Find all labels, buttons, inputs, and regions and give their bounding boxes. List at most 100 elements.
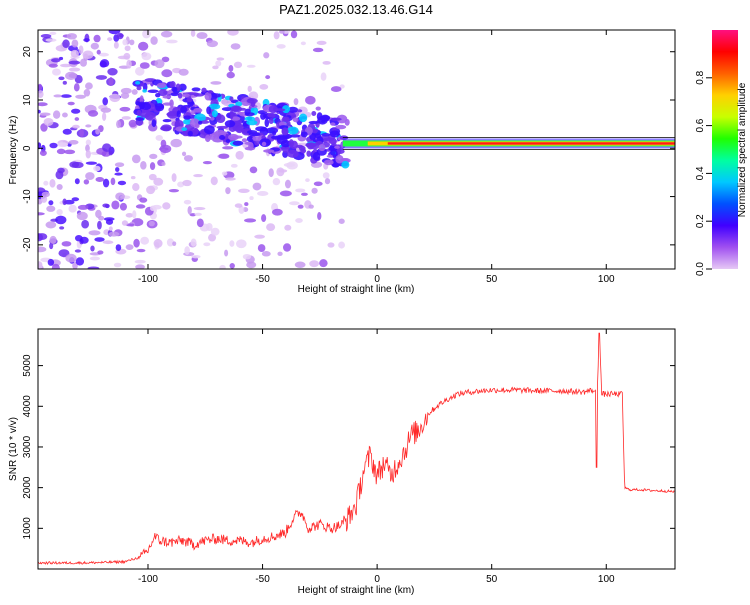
spectrogram-band-blob — [232, 140, 244, 146]
spectrogram-blob — [297, 204, 304, 209]
spectrogram-blob — [43, 118, 54, 126]
spectrogram-band-blob — [289, 134, 301, 138]
spectrogram-blob — [133, 238, 140, 248]
spectrogram-band-blob — [300, 148, 307, 154]
spectrogram-blob — [221, 171, 228, 176]
spectrogram-blob — [238, 205, 245, 214]
spectrogram-band-blob — [263, 149, 275, 153]
spectrogram-blob — [38, 102, 48, 107]
spectrogram-band-blob — [180, 105, 188, 114]
spectrogram-blob — [324, 178, 331, 185]
spectrogram-blob — [38, 261, 43, 269]
spectrogram-band-blob — [246, 98, 258, 104]
spectrogram-blob — [108, 150, 113, 156]
spectrogram-blob — [276, 167, 285, 177]
spectrogram-blob — [124, 45, 131, 52]
spectrogram-blob — [38, 83, 43, 91]
spectrogram-band-blob — [181, 93, 190, 98]
spectrogram-blob — [62, 112, 68, 118]
spectrogram-blob — [51, 263, 60, 269]
colorbar-ticks: 0.0 0.2 0.4 0.6 0.8 — [695, 70, 712, 276]
spectrogram-blob — [244, 202, 249, 206]
spectrogram-blob — [229, 240, 235, 247]
spectrogram-blob — [254, 234, 266, 239]
spectrogram-blob — [234, 203, 243, 208]
spectrogram-blob — [90, 245, 95, 252]
spectrogram-blob — [57, 167, 65, 174]
spectrogram-band-blob — [191, 87, 201, 92]
spectrogram-blob — [93, 34, 101, 43]
spectrogram-blob — [85, 139, 91, 146]
snr-y-tick-label: 1000 — [22, 517, 33, 540]
spectrogram-blob — [317, 212, 322, 221]
spectrogram-band-blob — [230, 105, 243, 113]
spectrogram-band-blob — [235, 119, 243, 125]
spectrogram-blob — [85, 161, 98, 165]
spectrogram-band-blob — [318, 143, 326, 152]
spectrogram-band-blob — [321, 119, 326, 124]
spectrogram-blob — [235, 150, 244, 160]
spectrogram-blob — [79, 128, 84, 138]
spectrogram-blob — [45, 221, 57, 229]
spectrogram-blob — [222, 146, 234, 150]
spectrogram-blob — [322, 60, 331, 65]
spectrogram-blob — [88, 230, 101, 236]
spectrogram-blob — [130, 175, 136, 180]
spectrogram-blob — [170, 138, 182, 148]
spectrogram-blob — [83, 38, 90, 42]
spectrogram-band-blob — [246, 119, 258, 126]
spectrogram-blob — [102, 112, 107, 121]
spectrogram-band-blob — [151, 119, 157, 128]
snr-series-line — [38, 332, 675, 565]
spectrogram-blob — [116, 120, 121, 129]
spectrogram-blob — [271, 208, 283, 216]
spectrogram-x-ticks: -100 -50 0 50 100 — [138, 30, 615, 285]
spectrogram-blob — [210, 176, 218, 186]
spectrogram-blob — [62, 80, 67, 85]
spectrogram-blob — [284, 179, 291, 189]
spectrogram-blob — [159, 144, 172, 154]
spectrogram-blob — [62, 198, 67, 206]
spectrogram-blob — [83, 89, 91, 97]
spectrogram-blob — [132, 210, 137, 219]
spectrogram-blob — [327, 242, 335, 248]
spectrogram-blob — [102, 203, 110, 208]
spectrogram-band-blob — [169, 81, 176, 89]
spectrogram-blob — [210, 81, 222, 85]
spectrogram-band-blob — [306, 150, 312, 157]
spectrogram-blob — [160, 30, 173, 38]
spectrogram-blob — [141, 52, 152, 61]
spectrogram-band-blob — [320, 114, 330, 122]
spectrogram-blob — [117, 180, 127, 186]
spectrogram-blob — [71, 39, 79, 48]
spectrogram-blob — [131, 89, 138, 95]
spectrogram-x-tick-label: -100 — [138, 274, 158, 285]
spectrogram-band-blob — [268, 118, 274, 124]
spectrogram-blob — [38, 90, 44, 98]
spectrogram-blob — [315, 106, 321, 111]
snr-y-tick-label: 3000 — [22, 435, 33, 458]
spectrogram-blob — [74, 178, 80, 185]
spectrogram-blob — [206, 40, 218, 48]
spectrogram-blob — [58, 76, 65, 81]
spectrogram-x-tick-label: 100 — [598, 274, 615, 285]
spectrogram-frame — [37, 29, 676, 270]
spectrogram-blob — [137, 41, 149, 51]
spectrogram-blobs — [38, 30, 351, 269]
spectrogram-band-blob — [308, 120, 319, 125]
spectrogram-blob — [183, 199, 192, 205]
spectrogram-blob — [263, 52, 270, 59]
spectrogram-band-blob — [203, 125, 215, 135]
spectrogram-blob — [53, 94, 63, 98]
spectrogram-band-blob — [311, 111, 317, 116]
spectrogram-blob — [75, 257, 85, 266]
colorbar-tick-label: 0.2 — [695, 214, 706, 228]
spectrogram-band-blob — [311, 128, 318, 134]
spectrogram-blob — [41, 191, 50, 198]
spectrogram-blob — [47, 258, 55, 266]
spectrogram-blob — [55, 215, 67, 225]
spectrogram-blob — [113, 41, 119, 49]
spectrogram-band-blob — [162, 119, 172, 123]
spectrogram-blob — [38, 142, 42, 150]
spectrogram-x-tick-label: -50 — [255, 274, 270, 285]
